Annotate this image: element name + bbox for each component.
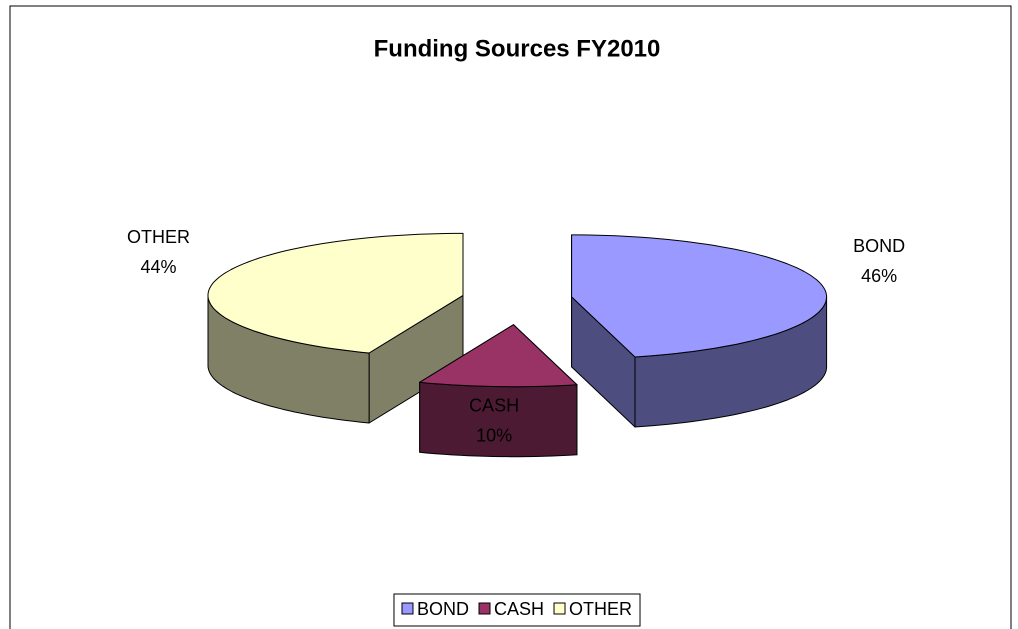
- data-label-value: 10%: [476, 425, 512, 445]
- slice-top: [571, 234, 828, 358]
- data-label-name: CASH: [469, 395, 519, 415]
- legend: BOND CASH OTHER: [393, 593, 641, 627]
- data-label-value: 46%: [861, 266, 897, 286]
- pie-slice: [571, 234, 828, 428]
- chart-title: Funding Sources FY2010: [374, 35, 661, 62]
- pie-slice: [207, 232, 464, 424]
- data-label-name: BOND: [853, 236, 905, 256]
- data-label-value: 44%: [140, 257, 176, 277]
- legend-swatch: [478, 602, 491, 615]
- legend-box: [393, 593, 641, 627]
- slice-outer-wall: [419, 381, 578, 458]
- slice-top: [207, 232, 464, 354]
- data-label-name: OTHER: [127, 227, 190, 247]
- legend-label: CASH: [494, 599, 544, 619]
- legend-label: OTHER: [569, 599, 632, 619]
- legend-label: BOND: [417, 599, 469, 619]
- legend-swatch: [401, 602, 414, 615]
- pie-slice: [419, 324, 578, 458]
- chart-border: [9, 5, 1012, 629]
- legend-swatch: [553, 602, 566, 615]
- slice-top: [419, 324, 578, 388]
